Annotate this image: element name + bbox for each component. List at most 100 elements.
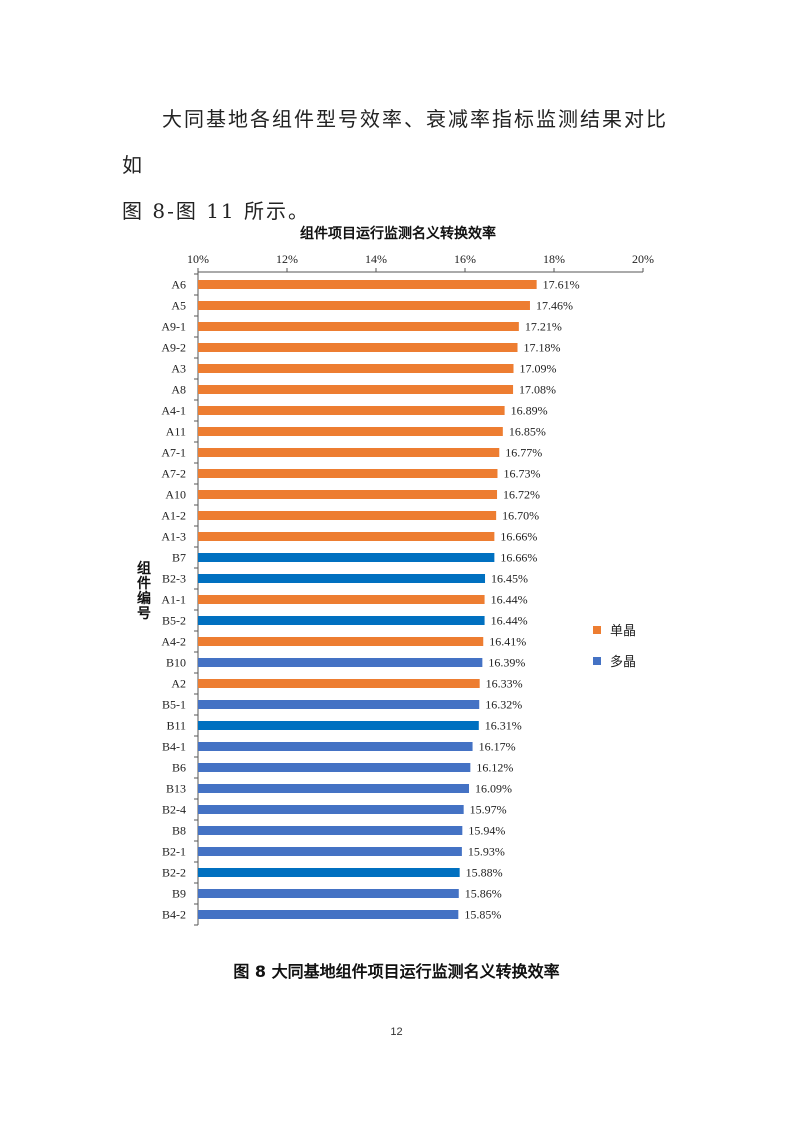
value-label: 15.93% xyxy=(468,845,505,859)
value-label: 17.09% xyxy=(520,362,557,376)
value-label: 15.94% xyxy=(468,824,505,838)
intro-paragraph: 大同基地各组件型号效率、衰减率指标监测结果对比如 图 8-图 11 所示。 xyxy=(122,96,682,234)
bar-b13 xyxy=(198,784,470,793)
y-axis-label-char: 件 xyxy=(137,575,151,592)
value-label: 15.86% xyxy=(465,887,502,901)
value-label: 16.85% xyxy=(509,425,546,439)
category-label: B4-1 xyxy=(162,740,186,754)
legend-swatch xyxy=(593,626,601,634)
bar-a4-1 xyxy=(198,406,505,415)
bar-a5 xyxy=(198,301,530,310)
intro-line-2: 图 8-图 11 所示。 xyxy=(122,199,311,223)
value-label: 16.17% xyxy=(479,740,516,754)
bar-b8 xyxy=(198,826,463,835)
bar-b2-4 xyxy=(198,805,464,814)
value-label: 16.73% xyxy=(503,467,540,481)
bar-b2-2 xyxy=(198,868,460,877)
category-label: A4-1 xyxy=(161,404,186,418)
category-label: A9-1 xyxy=(161,320,186,334)
value-label: 16.32% xyxy=(485,698,522,712)
value-label: 16.72% xyxy=(503,488,540,502)
value-label: 16.66% xyxy=(500,551,537,565)
value-label: 16.44% xyxy=(491,614,528,628)
category-label: A9-2 xyxy=(161,341,186,355)
bar-b4-1 xyxy=(198,742,473,751)
category-label: B2-3 xyxy=(162,572,186,586)
category-label: A1-3 xyxy=(161,530,186,544)
category-label: A11 xyxy=(166,425,186,439)
legend-swatch xyxy=(593,657,601,665)
bar-a1-3 xyxy=(198,532,495,541)
bar-a7-1 xyxy=(198,448,500,457)
x-tick-label: 18% xyxy=(543,252,565,266)
category-label: B10 xyxy=(166,656,186,670)
category-label: A3 xyxy=(171,362,186,376)
value-label: 16.33% xyxy=(486,677,523,691)
x-tick-label: 16% xyxy=(454,252,476,266)
bar-b2-3 xyxy=(198,574,486,583)
bar-a1-2 xyxy=(198,511,497,520)
x-tick-label: 14% xyxy=(365,252,387,266)
y-axis-label-char: 组 xyxy=(137,560,151,577)
category-label: A10 xyxy=(165,488,186,502)
bar-b6 xyxy=(198,763,471,772)
category-label: B9 xyxy=(172,887,186,901)
x-tick-label: 20% xyxy=(632,252,654,266)
value-label: 17.21% xyxy=(525,320,562,334)
category-label: B8 xyxy=(172,824,186,838)
intro-line-1: 大同基地各组件型号效率、衰减率指标监测结果对比如 xyxy=(122,107,668,177)
category-label: B4-2 xyxy=(162,908,186,922)
bar-b9 xyxy=(198,889,459,898)
value-label: 16.12% xyxy=(476,761,513,775)
value-label: 16.44% xyxy=(491,593,528,607)
category-label: B7 xyxy=(172,551,186,565)
category-label: B11 xyxy=(166,719,186,733)
category-label: B13 xyxy=(166,782,186,796)
bar-b11 xyxy=(198,721,479,730)
legend-label: 单晶 xyxy=(610,624,636,639)
category-label: B2-4 xyxy=(162,803,186,817)
value-label: 17.18% xyxy=(524,341,561,355)
bar-a4-2 xyxy=(198,637,484,646)
category-label: A8 xyxy=(171,383,186,397)
bar-a1-1 xyxy=(198,595,485,604)
bar-b5-1 xyxy=(198,700,480,709)
bar-a3 xyxy=(198,364,514,373)
bar-a11 xyxy=(198,427,503,436)
category-label: A1-2 xyxy=(161,509,186,523)
bar-a6 xyxy=(198,280,537,289)
bar-a9-1 xyxy=(198,322,519,331)
value-label: 15.85% xyxy=(464,908,501,922)
value-label: 16.09% xyxy=(475,782,512,796)
x-tick-label: 10% xyxy=(187,252,209,266)
category-label: B5-2 xyxy=(162,614,186,628)
category-label: A7-1 xyxy=(161,446,186,460)
bar-b2-1 xyxy=(198,847,462,856)
value-label: 16.41% xyxy=(489,635,526,649)
value-label: 15.88% xyxy=(466,866,503,880)
chart-title: 组件项目运行监测名义转换效率 xyxy=(300,225,496,242)
value-label: 16.77% xyxy=(505,446,542,460)
bar-a9-2 xyxy=(198,343,518,352)
category-label: B5-1 xyxy=(162,698,186,712)
value-label: 16.70% xyxy=(502,509,539,523)
bar-a8 xyxy=(198,385,514,394)
value-label: 16.31% xyxy=(485,719,522,733)
value-label: 15.97% xyxy=(470,803,507,817)
bar-a7-2 xyxy=(198,469,498,478)
figure-caption: 图 8 大同基地组件项目运行监测名义转换效率 xyxy=(233,962,560,981)
value-label: 17.08% xyxy=(519,383,556,397)
value-label: 17.61% xyxy=(543,278,580,292)
category-label: A4-2 xyxy=(161,635,186,649)
page-number: 12 xyxy=(390,1026,403,1038)
y-axis-label-char: 号 xyxy=(137,606,151,622)
value-label: 16.39% xyxy=(488,656,525,670)
value-label: 16.89% xyxy=(511,404,548,418)
bar-b5-2 xyxy=(198,616,485,625)
x-tick-label: 12% xyxy=(276,252,298,266)
bar-a10 xyxy=(198,490,498,499)
bar-b10 xyxy=(198,658,483,667)
bar-b7 xyxy=(198,553,495,562)
value-label: 17.46% xyxy=(536,299,573,313)
